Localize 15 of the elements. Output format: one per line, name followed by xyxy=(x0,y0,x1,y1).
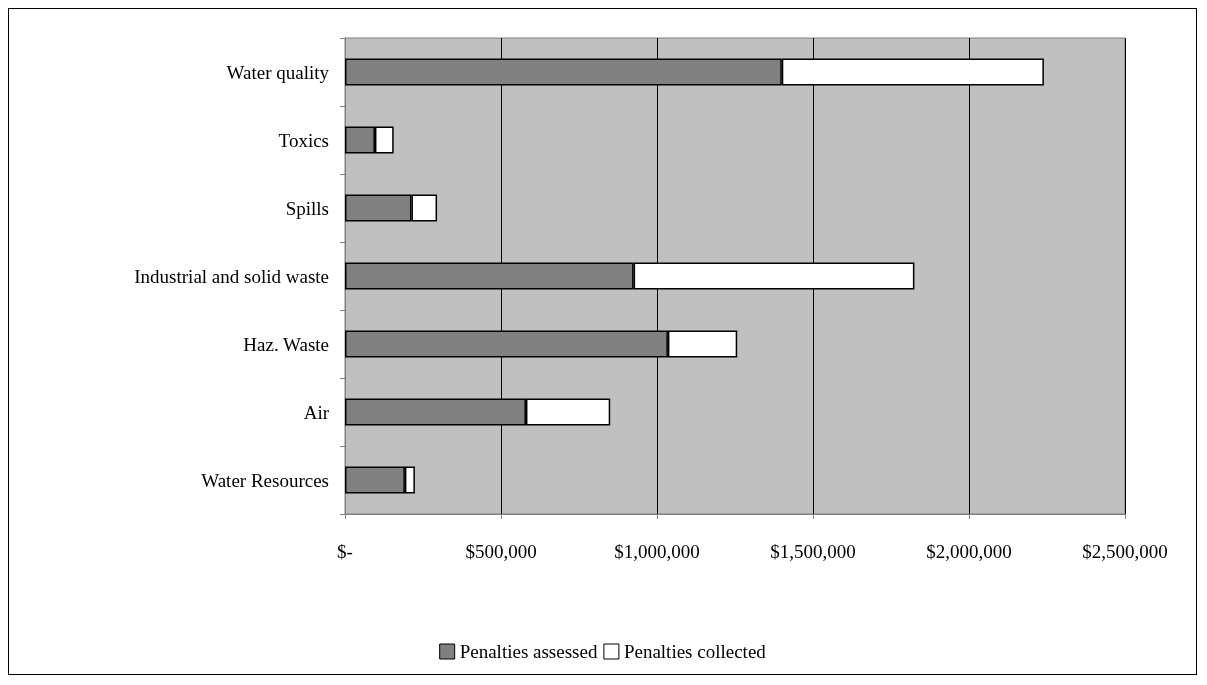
y-tick-label: Industrial and solid waste xyxy=(134,265,329,287)
legend-label: Penalties collected xyxy=(623,641,767,662)
y-tick-label: Toxics xyxy=(278,129,329,151)
y-tick-label: Water quality xyxy=(226,61,330,83)
x-tick-label: $2,500,000 xyxy=(1082,541,1168,562)
x-tick-label: $- xyxy=(337,541,353,562)
y-tick-label: Water Resources xyxy=(201,469,329,491)
x-tick-label: $2,000,000 xyxy=(926,541,1012,562)
x-tick-label: $1,000,000 xyxy=(614,541,700,562)
y-tick-label: Spills xyxy=(285,197,329,219)
y-tick-label: Air xyxy=(303,401,330,423)
y-tick-label: Haz. Waste xyxy=(243,333,329,355)
legend-label: Penalties assessed xyxy=(459,641,598,662)
x-tick-label: $1,500,000 xyxy=(770,541,856,562)
x-tick-label: $500,000 xyxy=(465,541,537,562)
